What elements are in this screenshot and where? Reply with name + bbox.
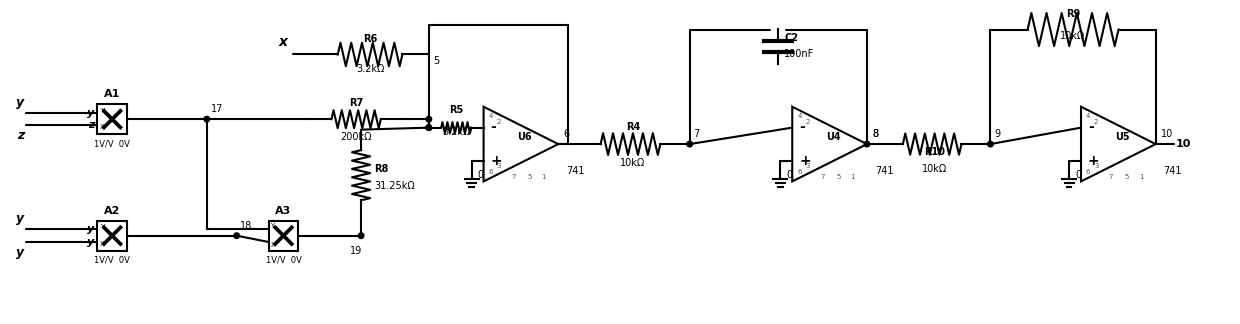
Text: +: +: [491, 154, 502, 168]
Text: X: X: [100, 241, 105, 247]
Text: X: X: [270, 242, 275, 248]
Bar: [269, 221, 299, 251]
Text: 10kΩ: 10kΩ: [1060, 30, 1086, 40]
Text: y: y: [87, 237, 94, 247]
Text: R4: R4: [626, 122, 640, 132]
Text: 3: 3: [496, 163, 501, 169]
Text: 31.25kΩ: 31.25kΩ: [374, 181, 415, 191]
Text: 0: 0: [786, 170, 792, 180]
Text: +: +: [800, 154, 811, 168]
Text: 18: 18: [239, 221, 252, 231]
Text: U4: U4: [826, 133, 841, 142]
Text: 3.2kΩ: 3.2kΩ: [441, 127, 470, 137]
Text: 4: 4: [1086, 113, 1090, 119]
Text: y: y: [16, 213, 25, 226]
Text: -: -: [1087, 120, 1094, 134]
Text: 4: 4: [489, 113, 494, 119]
Bar: [97, 104, 128, 134]
Text: 8: 8: [872, 129, 878, 139]
Text: y: y: [16, 246, 25, 259]
Text: R5: R5: [449, 105, 464, 115]
Text: 4: 4: [797, 113, 801, 119]
Text: 10: 10: [1161, 129, 1173, 139]
Circle shape: [987, 141, 993, 147]
Circle shape: [234, 233, 239, 238]
Text: U5: U5: [1115, 133, 1130, 142]
Text: 10kΩ: 10kΩ: [620, 158, 646, 168]
Circle shape: [687, 141, 692, 147]
Text: z: z: [88, 121, 94, 131]
Text: Y: Y: [270, 224, 275, 229]
Text: 6: 6: [1086, 169, 1090, 175]
Text: R7: R7: [348, 98, 363, 108]
Text: 10: 10: [1176, 139, 1190, 149]
Text: 3: 3: [805, 163, 810, 169]
Text: -: -: [800, 120, 805, 134]
Text: 1: 1: [542, 174, 546, 180]
Text: 741: 741: [1163, 166, 1182, 176]
Circle shape: [427, 125, 432, 131]
Text: 5: 5: [1125, 174, 1130, 180]
Text: R10: R10: [924, 147, 945, 157]
Text: y: y: [87, 225, 94, 234]
Text: 7: 7: [1109, 174, 1114, 180]
Text: 5: 5: [527, 174, 532, 180]
Text: 5: 5: [433, 56, 439, 66]
Text: 741: 741: [567, 166, 585, 176]
Text: 200kΩ: 200kΩ: [341, 132, 372, 142]
Text: 7: 7: [693, 129, 699, 139]
Text: 10kΩ: 10kΩ: [923, 164, 947, 174]
Text: 2: 2: [1094, 120, 1099, 125]
Text: 17: 17: [211, 104, 223, 114]
Text: x: x: [279, 36, 288, 50]
Text: 1: 1: [849, 174, 854, 180]
Text: z: z: [17, 130, 25, 143]
Text: A3: A3: [275, 206, 291, 216]
Text: 3: 3: [1094, 163, 1099, 169]
Circle shape: [205, 116, 210, 122]
Text: 100nF: 100nF: [784, 50, 815, 60]
Text: y: y: [16, 96, 25, 109]
Text: 1: 1: [1138, 174, 1143, 180]
Text: 7: 7: [511, 174, 516, 180]
Text: Y: Y: [100, 225, 104, 230]
Text: 3.2kΩ: 3.2kΩ: [356, 64, 384, 75]
Text: R6: R6: [363, 33, 377, 43]
Text: A1: A1: [104, 89, 120, 99]
Text: 1V/V  0V: 1V/V 0V: [94, 256, 130, 265]
Circle shape: [427, 116, 432, 122]
Text: 19: 19: [350, 246, 362, 256]
Text: 6: 6: [797, 169, 802, 175]
Text: 7: 7: [820, 174, 825, 180]
Text: 741: 741: [875, 166, 893, 176]
Text: 8: 8: [872, 129, 878, 139]
Text: 2: 2: [496, 120, 501, 125]
Bar: [97, 221, 128, 251]
Text: 1V/V  0V: 1V/V 0V: [265, 256, 301, 265]
Text: 6: 6: [563, 129, 569, 139]
Text: Y: Y: [100, 108, 104, 114]
Text: 2: 2: [805, 120, 810, 125]
Text: R9: R9: [1066, 9, 1080, 18]
Text: A2: A2: [104, 206, 120, 216]
Text: -: -: [491, 120, 496, 134]
Text: y: y: [87, 108, 94, 118]
Text: C2: C2: [784, 32, 799, 42]
Text: 1V/V  0V: 1V/V 0V: [94, 139, 130, 148]
Text: U6: U6: [517, 133, 532, 142]
Text: +: +: [1087, 154, 1100, 168]
Circle shape: [358, 233, 363, 238]
Text: R8: R8: [374, 164, 388, 174]
Text: 6: 6: [489, 169, 494, 175]
Text: 5: 5: [836, 174, 841, 180]
Text: 0: 0: [477, 170, 484, 180]
Text: 9: 9: [994, 129, 1001, 139]
Text: 0: 0: [1075, 170, 1081, 180]
Circle shape: [427, 125, 432, 131]
Text: X: X: [100, 124, 105, 130]
Circle shape: [864, 141, 869, 147]
